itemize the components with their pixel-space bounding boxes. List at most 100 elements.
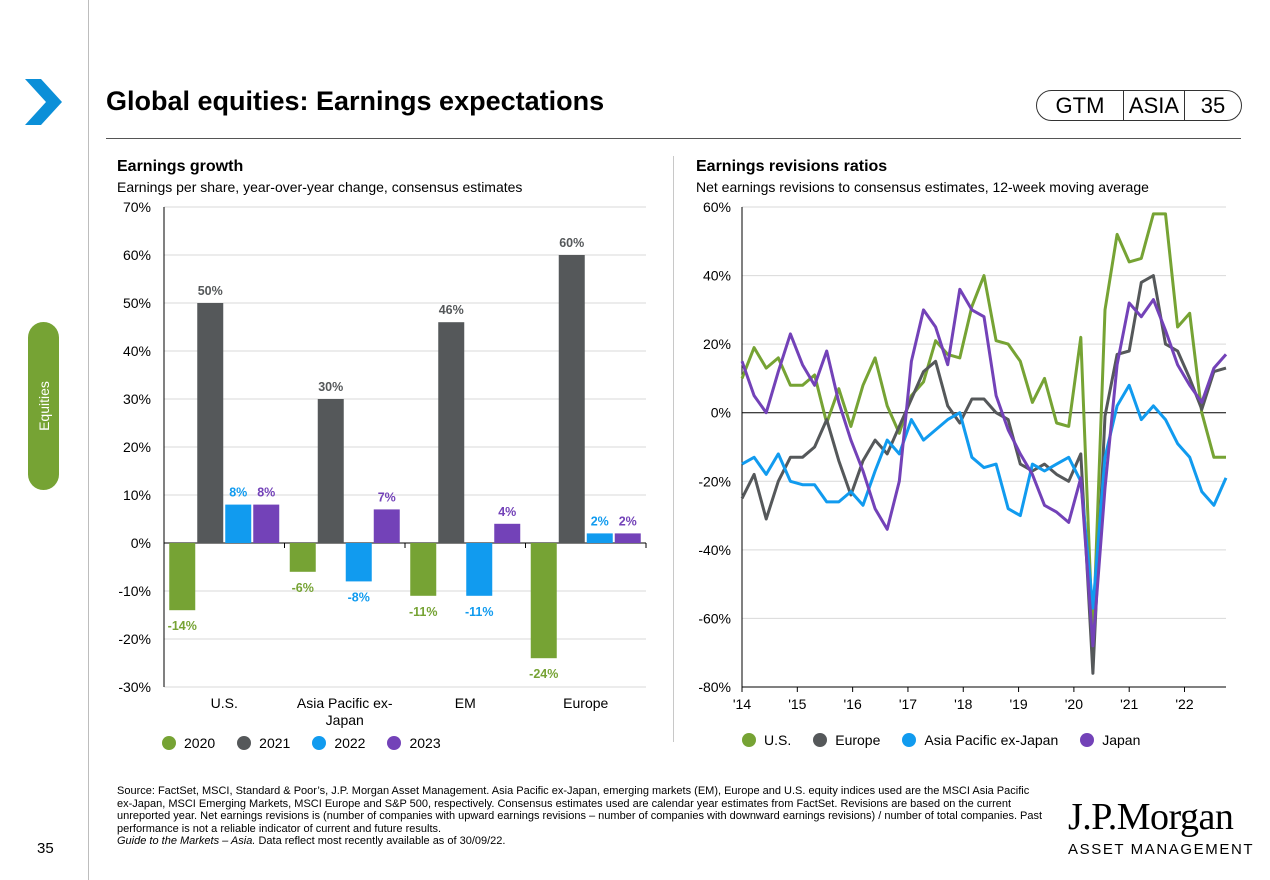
earnings-growth-subtitle: Earnings per share, year-over-year chang… (117, 179, 523, 195)
series-line (740, 287, 1228, 648)
jpmorgan-logo: J.P.Morgan ASSET MANAGEMENT (1068, 795, 1254, 858)
legend-dot (237, 736, 252, 750)
source-text: Source: FactSet, MSCI, Standard & Poor’s… (117, 785, 1043, 835)
legend-item-2021: 2021 (237, 735, 290, 751)
badge-page: 35 (1200, 92, 1226, 118)
line-legend: U.S. Europe Asia Pacific ex-Japan Japan (742, 732, 1162, 748)
legend-dot (1080, 733, 1095, 747)
x-tick-label: '18 (954, 696, 972, 712)
x-tick-label: '17 (899, 696, 917, 712)
bar-data-label: 8% (229, 486, 247, 500)
y-tick-label: 0% (711, 405, 731, 421)
page-title: Global equities: Earnings expectations (106, 86, 605, 116)
y-tick-label: 10% (123, 487, 151, 503)
legend-item-us: U.S. (742, 732, 791, 748)
logo-subline: ASSET MANAGEMENT (1068, 841, 1255, 858)
y-tick-label: 40% (703, 268, 731, 284)
x-category-label: Japan (326, 712, 364, 728)
series-line (740, 274, 1227, 675)
bar-data-label: -24% (529, 667, 558, 681)
y-tick-label: 60% (703, 199, 731, 215)
legend-item-2022: 2022 (312, 735, 365, 751)
legend-dot (312, 736, 327, 750)
bar (253, 504, 280, 543)
bar-data-label: -11% (409, 605, 438, 619)
logo-wordmark: J.P.Morgan (1068, 796, 1234, 838)
y-tick-label: 20% (703, 336, 731, 352)
bar-data-label: -11% (465, 605, 494, 619)
legend-label: Asia Pacific ex-Japan (924, 732, 1059, 748)
y-tick-label: 30% (123, 391, 151, 407)
x-tick-label: '14 (733, 696, 751, 712)
gtm-badge: GTM ASIA 35 (1036, 90, 1242, 121)
legend-dot (387, 736, 402, 750)
badge-gtm: GTM (1055, 92, 1105, 118)
bar-data-label: 30% (318, 380, 343, 394)
x-tick-label: '16 (844, 696, 862, 712)
page-number: 35 (37, 840, 54, 857)
section-tab[interactable]: Equities (28, 322, 59, 490)
bar (373, 509, 400, 543)
legend-item-2020: 2020 (162, 735, 215, 751)
legend-dot (902, 733, 917, 747)
legend-label: Japan (1102, 732, 1141, 748)
legend-dot (813, 733, 828, 747)
legend-label: 2023 (409, 735, 441, 751)
y-tick-label: -30% (118, 679, 151, 695)
legend-label: U.S. (764, 732, 792, 748)
y-tick-label: 0% (131, 535, 151, 551)
legend-item-2023: 2023 (387, 735, 441, 751)
x-category-label: U.S. (211, 695, 238, 711)
bar-data-label: 7% (378, 490, 396, 504)
bar (317, 399, 344, 543)
y-tick-label: -20% (698, 473, 731, 489)
series-line (740, 212, 1226, 644)
y-tick-label: 20% (123, 439, 151, 455)
bar (494, 523, 521, 543)
legend-item-europe: Europe (813, 732, 880, 748)
y-tick-label: -80% (698, 679, 731, 695)
legend-item-japan: Japan (1080, 732, 1140, 748)
x-category-label: Asia Pacific ex- (297, 695, 393, 711)
legend-label: 2022 (334, 735, 366, 751)
y-tick-label: 40% (123, 343, 151, 359)
x-category-label: Europe (563, 695, 608, 711)
y-tick-label: 60% (123, 247, 151, 263)
left-margin-rule (88, 0, 89, 880)
legend-label: Europe (835, 732, 881, 748)
bar-data-label: -8% (348, 590, 370, 604)
bar (345, 543, 372, 582)
bar-data-label: 2% (619, 514, 637, 528)
legend-label: 2021 (259, 735, 291, 751)
legend-dot (162, 736, 176, 750)
revisions-chart: 60% 40% 20% 0% -20% -40% -60% -80%'14 '15 '16 '17 '… (698, 199, 1228, 712)
x-category-label: EM (455, 695, 476, 711)
bar (169, 543, 196, 611)
bar-data-label: 8% (257, 486, 275, 500)
title-divider (106, 138, 1241, 139)
badge-region: ASIA (1123, 91, 1185, 120)
revisions-title: Earnings revisions ratios (696, 158, 888, 175)
revisions-subtitle: Net earnings revisions to consensus esti… (696, 179, 1149, 195)
bar (289, 543, 316, 572)
data-date-note: Data reflect most recently available as … (255, 835, 506, 848)
bar (225, 504, 252, 543)
source-footnote: Source: FactSet, MSCI, Standard & Poor’s… (117, 785, 1047, 848)
y-tick-label: -40% (698, 542, 731, 558)
bar (466, 543, 493, 596)
bar (586, 533, 613, 543)
y-tick-label: -20% (118, 631, 151, 647)
y-tick-label: 70% (123, 199, 151, 215)
bar-data-label: -14% (168, 619, 197, 633)
bar-data-label: 4% (498, 505, 516, 519)
y-tick-label: -60% (698, 610, 731, 626)
x-tick-label: '19 (1009, 696, 1027, 712)
bar (197, 303, 224, 543)
earnings-growth-title: Earnings growth (117, 158, 244, 175)
chevron-right-icon (25, 79, 62, 125)
legend-label: 2020 (184, 735, 216, 751)
bar-data-label: -6% (292, 581, 314, 595)
panel-divider (673, 156, 674, 742)
bar (410, 543, 437, 596)
bar (558, 255, 585, 543)
